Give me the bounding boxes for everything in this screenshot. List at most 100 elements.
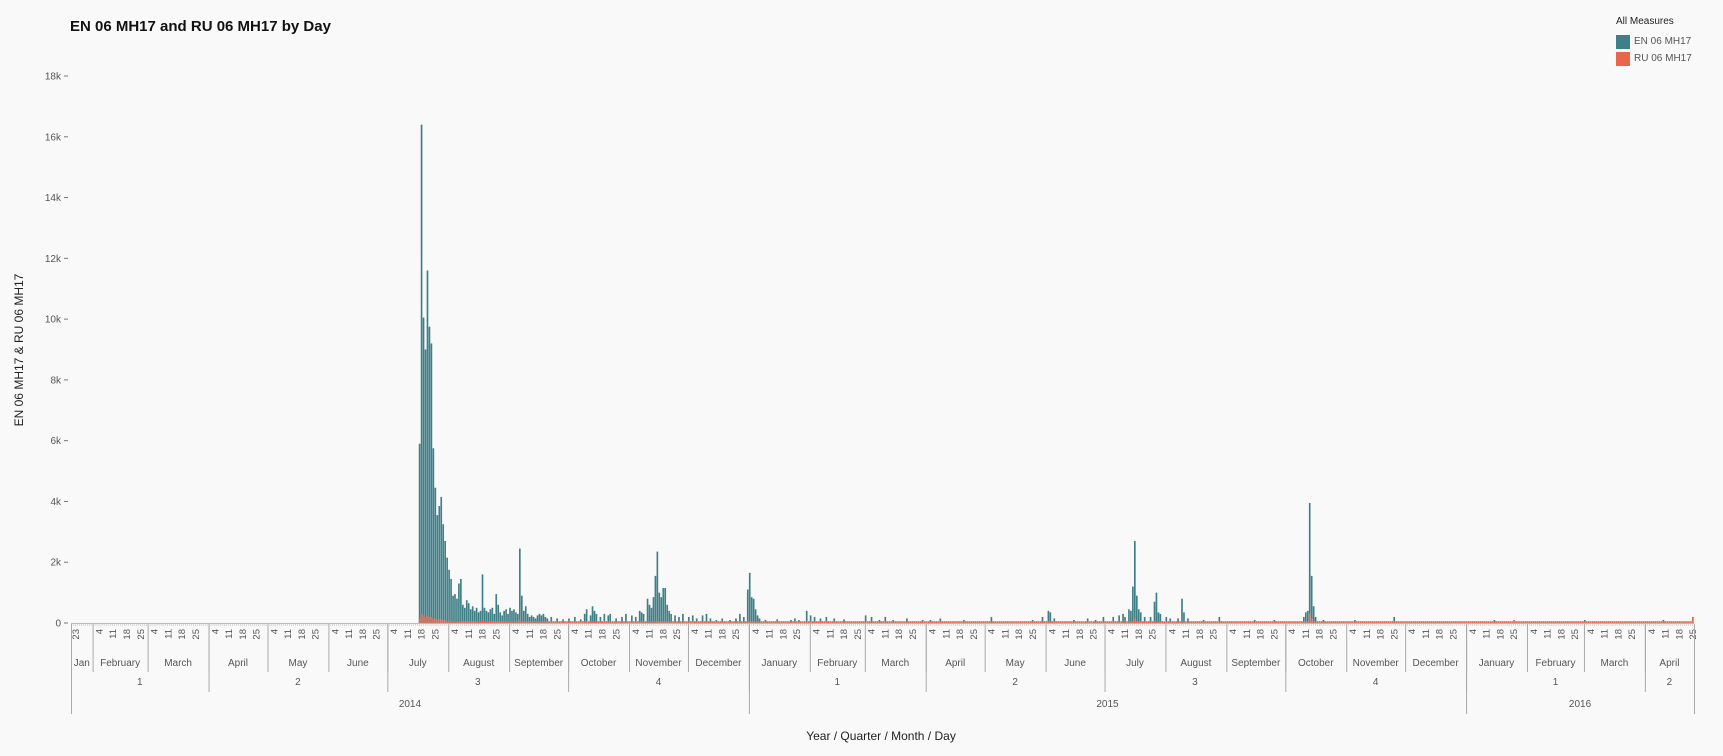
bar-ru (817, 621, 820, 623)
x-day-label: 18 (1435, 629, 1446, 640)
x-day-label: 11 (645, 629, 656, 639)
bar-ru (1071, 621, 1073, 623)
x-day-label: 18 (1556, 629, 1567, 640)
bar-ru (1147, 621, 1150, 623)
bar-en (471, 606, 474, 623)
x-month-label: February (1535, 658, 1575, 669)
bar-ru (1100, 621, 1103, 623)
x-day-label: 25 (731, 629, 742, 640)
bar-ru (658, 621, 661, 623)
bar-en (750, 597, 753, 623)
bar-ru (831, 621, 834, 623)
bar-ru (524, 621, 527, 623)
bar-ru (882, 621, 885, 623)
bar-ru (1167, 621, 1170, 623)
bar-ru (913, 621, 916, 623)
bar-en (485, 610, 488, 623)
bar-ru (896, 621, 898, 623)
bar-ru (1261, 621, 1264, 623)
bar-ru (430, 616, 433, 623)
bar-ru (1599, 621, 1602, 623)
bar-ru (1047, 621, 1050, 623)
bar-ru (856, 621, 859, 623)
bar-ru (1526, 621, 1529, 623)
bar-ru (1540, 621, 1543, 623)
x-day-label: 18 (1075, 629, 1086, 640)
bar-ru (1169, 621, 1172, 623)
legend-item-en[interactable]: EN 06 MH17 (1616, 33, 1692, 50)
bar-ru (509, 621, 511, 623)
bar-ru (442, 619, 445, 623)
bar-ru (528, 621, 531, 623)
bar-ru (774, 621, 777, 623)
bar-en (674, 615, 676, 623)
bar-en (615, 618, 617, 623)
bar-ru (1159, 621, 1162, 623)
bar-ru (1145, 621, 1148, 623)
bar-ru (1238, 621, 1240, 623)
bar-ru (1621, 621, 1623, 623)
bar-ru (1670, 621, 1673, 623)
bar-ru (1550, 621, 1553, 623)
bar-ru (1200, 621, 1203, 623)
bar-en (424, 349, 427, 623)
x-quarter-label: 4 (656, 677, 662, 688)
bar-ru (1475, 621, 1478, 623)
x-month-label: August (1180, 658, 1211, 669)
bar-en (465, 600, 468, 623)
x-day-label: 25 (1028, 629, 1039, 640)
bar-ru (756, 621, 759, 623)
bar-ru (1554, 621, 1557, 623)
bar-ru (1597, 621, 1600, 623)
bar-ru (741, 621, 743, 623)
x-month-label: October (1298, 658, 1334, 669)
bar-ru (1043, 621, 1046, 623)
legend-item-ru[interactable]: RU 06 MH17 (1616, 50, 1692, 67)
bar-ru (436, 619, 439, 623)
bar-ru (1530, 621, 1533, 623)
bar-ru (1194, 621, 1197, 623)
bar-ru (1334, 621, 1337, 623)
bar-en (574, 616, 576, 623)
bar-en (495, 594, 498, 623)
bar-ru (947, 621, 950, 623)
bar-ru (1029, 621, 1032, 623)
bar-ru (725, 621, 727, 623)
bar-ru (650, 621, 653, 623)
bar-ru (770, 621, 773, 623)
bar-ru (921, 621, 924, 623)
bar-ru (674, 621, 676, 623)
x-day-label: 18 (658, 629, 669, 640)
bar-en (422, 317, 425, 623)
x-day-label: 11 (403, 629, 414, 639)
bar-ru (1629, 621, 1631, 623)
bar-ru (1236, 621, 1238, 623)
x-quarter-label: 1 (137, 677, 143, 688)
x-quarter-label: 2 (295, 677, 301, 688)
bar-en (467, 603, 470, 623)
bar-ru (526, 621, 529, 623)
bar-ru (731, 621, 733, 623)
bar-ru (843, 621, 845, 623)
x-day-label: 11 (825, 629, 836, 639)
bar-ru (1346, 621, 1348, 623)
bar-ru (974, 621, 977, 623)
bar-ru (1012, 621, 1014, 623)
bar-ru (1177, 621, 1179, 623)
x-day-label: 25 (853, 629, 864, 640)
bar-ru (1018, 621, 1020, 623)
bar-ru (1572, 621, 1574, 623)
bar-ru (1458, 621, 1460, 623)
bar-ru (603, 621, 606, 623)
bar-ru (1293, 621, 1295, 623)
bar-en (432, 448, 435, 623)
bar-en (1122, 613, 1124, 623)
x-quarter-label: 2 (1667, 677, 1673, 688)
x-day-label: 4 (1047, 629, 1058, 634)
bar-ru (625, 621, 627, 623)
bar-ru (640, 621, 643, 623)
bar-ru (1328, 621, 1331, 623)
bar-ru (1161, 621, 1164, 623)
bar-ru (532, 621, 535, 623)
bar-ru (1601, 621, 1604, 623)
